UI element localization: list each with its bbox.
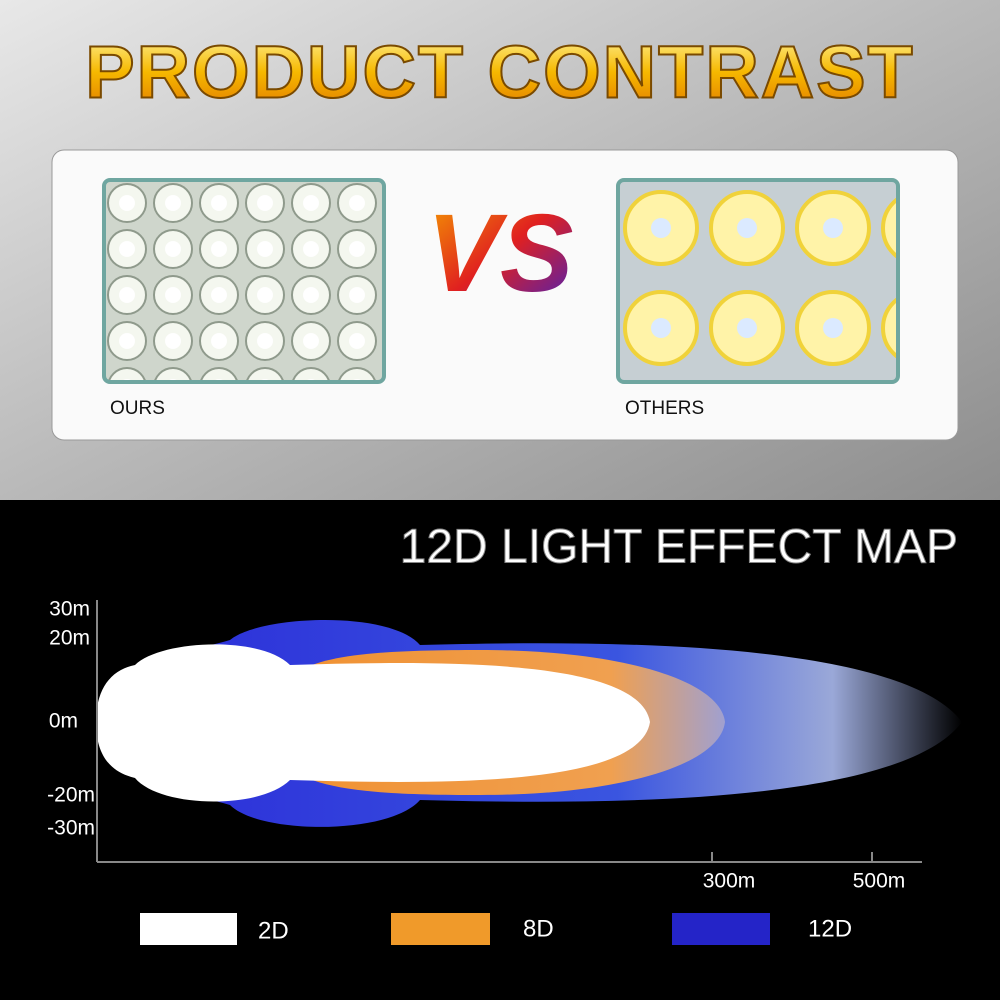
beam-2d (96, 644, 650, 802)
legend-swatch (672, 913, 770, 945)
title: PRODUCT CONTRAST (85, 31, 915, 114)
y-label: -30m (47, 817, 95, 840)
ours-label: OURS (110, 398, 165, 419)
x-label: 300m (703, 870, 756, 893)
others-image (616, 178, 900, 384)
vs-label: VS (427, 192, 574, 315)
x-label: 500m (853, 870, 906, 893)
map-title: 12D LIGHT EFFECT MAP (400, 521, 958, 574)
y-label: 30m (49, 598, 90, 621)
legend-swatch (391, 913, 490, 945)
y-label: 0m (49, 710, 78, 733)
legend-swatch (140, 913, 237, 945)
legend-label: 12D (808, 915, 852, 942)
legend-label: 2D (258, 917, 289, 944)
ours-image (102, 178, 386, 384)
y-label: -20m (47, 784, 95, 807)
legend-label: 8D (523, 915, 554, 942)
y-label: 20m (49, 627, 90, 650)
others-label: OTHERS (625, 398, 704, 419)
